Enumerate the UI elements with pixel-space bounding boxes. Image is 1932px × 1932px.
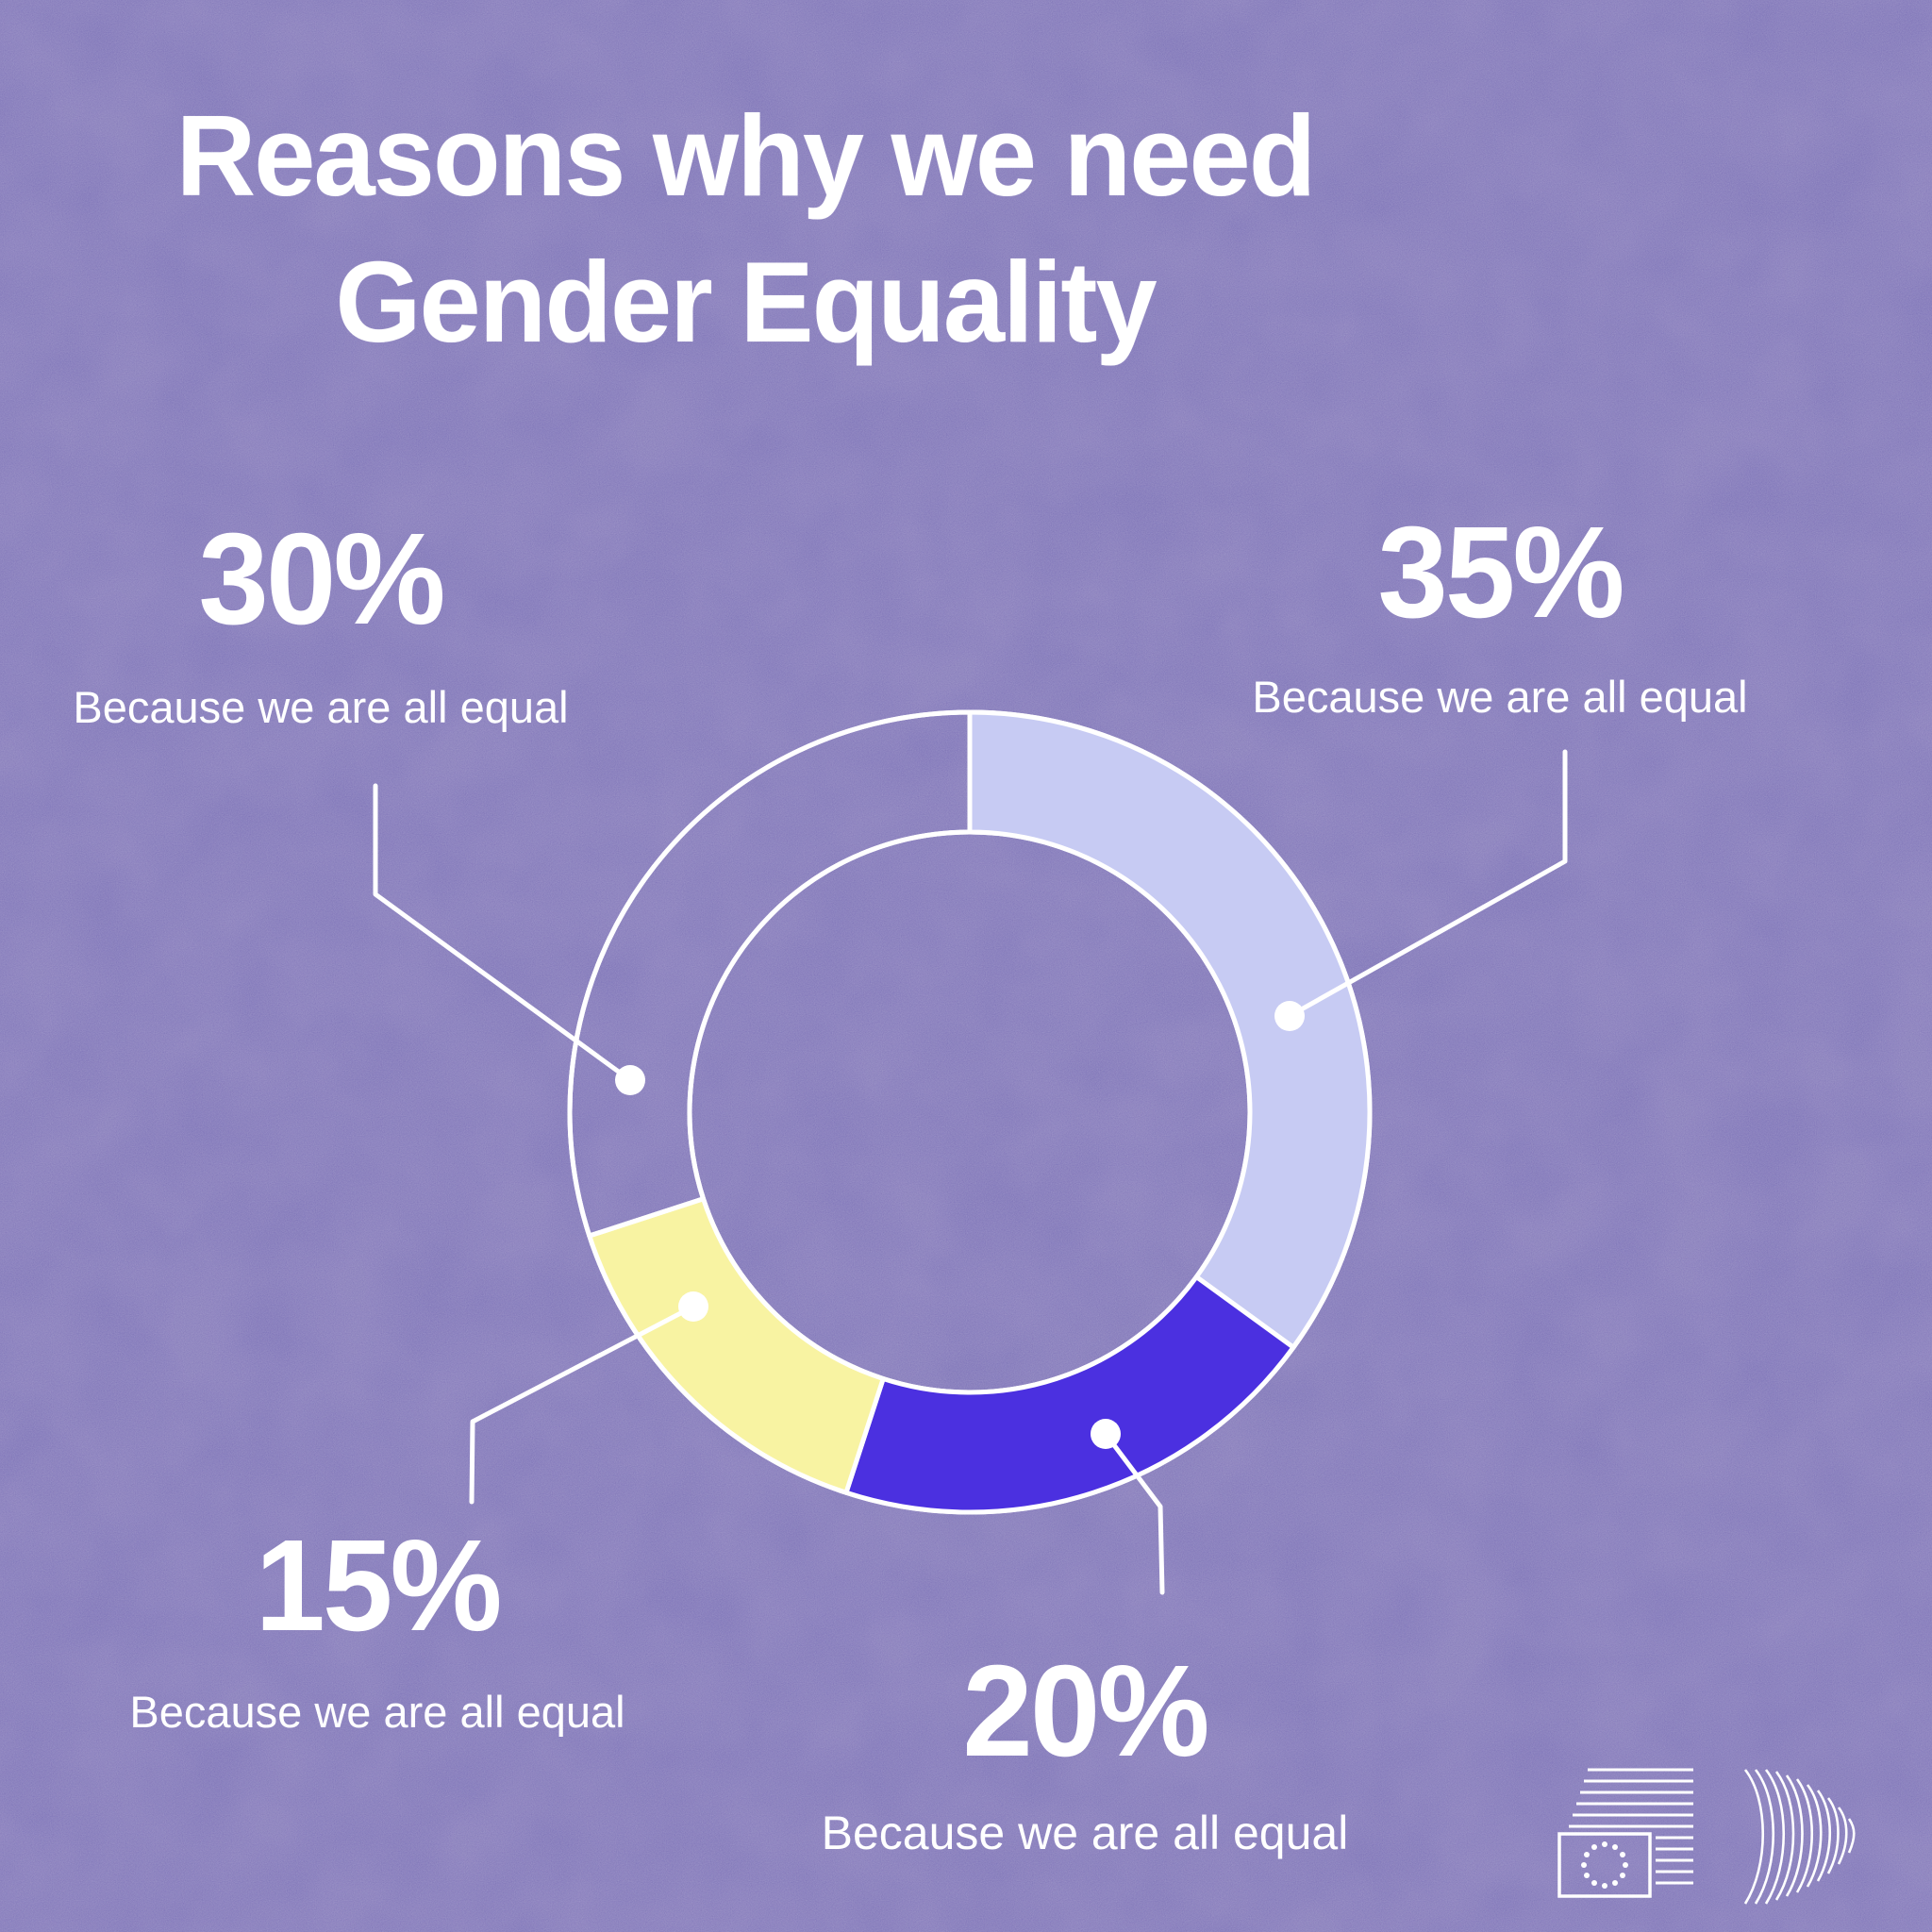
- percent-value-35: 35%: [1377, 500, 1624, 645]
- percent-caption-15: Because we are all equal: [129, 1687, 625, 1737]
- callout-35-percent: 35% Because we are all equal: [1170, 508, 1830, 723]
- eu-flag-stars: [1581, 1841, 1628, 1889]
- callout-30-percent: 30% Because we are all equal: [0, 514, 651, 733]
- leader-dot-15-percent: [678, 1291, 708, 1322]
- donut-segment-30-percent: [567, 709, 973, 1239]
- page-title-line2: Gender Equality: [335, 237, 1157, 366]
- callout-15-percent: 15% Because we are all equal: [47, 1521, 708, 1738]
- percent-caption-35: Because we are all equal: [1252, 672, 1748, 722]
- logo-bars: [1569, 1768, 1693, 1885]
- leader-lines-group: [373, 749, 1568, 1595]
- donut-inner-outline: [687, 829, 1253, 1395]
- leader-line-30-percent: [373, 783, 633, 1083]
- percent-caption-30: Because we are all equal: [73, 682, 569, 732]
- percent-value-20: 20%: [962, 1639, 1209, 1784]
- donut-segment-20-percent: [843, 1274, 1296, 1515]
- percent-caption-20: Because we are all equal: [821, 1807, 1349, 1859]
- leader-dot-35-percent: [1274, 1001, 1305, 1031]
- footer-logos: [1557, 1768, 1856, 1905]
- donut-segment-35-percent: [967, 709, 1373, 1350]
- percent-value-15: 15%: [255, 1513, 502, 1658]
- leader-dot-30-percent: [615, 1065, 645, 1095]
- page-title-line1: Reasons why we need: [175, 92, 1317, 220]
- page-title: Reasons why we need Gender Equality: [30, 83, 1461, 375]
- donut-segment-15-percent: [587, 1196, 886, 1495]
- curved-lines-flag-icon: [1743, 1769, 1856, 1905]
- leader-line-20-percent: [1103, 1431, 1165, 1595]
- leader-line-35-percent: [1287, 749, 1568, 1019]
- leader-dot-20-percent: [1091, 1419, 1121, 1449]
- eu-flag-rect: [1557, 1832, 1652, 1898]
- percent-value-30: 30%: [198, 507, 445, 652]
- donut-segments-group: [567, 709, 1373, 1515]
- european-commission-logo-icon: [1557, 1768, 1693, 1898]
- callout-20-percent: 20% Because we are all equal: [755, 1646, 1415, 1861]
- leader-line-15-percent: [469, 1304, 696, 1505]
